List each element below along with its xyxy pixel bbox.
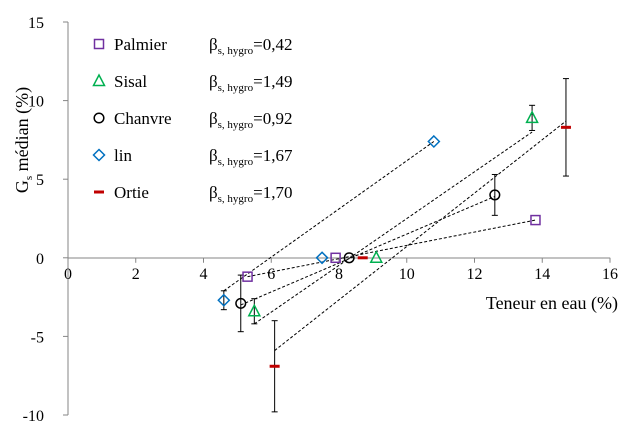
x-tick-label: 4	[200, 266, 208, 283]
legend-label-chanvre: Chanvre	[114, 109, 172, 128]
marker-lin	[217, 293, 231, 307]
legend-marker-lin	[92, 148, 106, 162]
legend-marker-sisal	[92, 73, 106, 87]
fit-line-ortie	[274, 120, 567, 351]
legend-label-sisal: Sisal	[114, 72, 147, 91]
legend-item-lin: lin βs, hygro=1,67	[92, 146, 293, 168]
marker-lin	[315, 251, 329, 265]
legend-label-palmier: Palmier	[114, 35, 167, 54]
fit-line-palmier	[247, 219, 536, 278]
y-tick-label: 5	[36, 172, 44, 189]
legend-item-ortie: Ortie βs, hygro=1,70	[94, 183, 292, 205]
marker-palmier	[530, 214, 541, 226]
legend-beta-lin: βs, hygro=1,67	[209, 146, 293, 168]
x-tick-label: 2	[132, 266, 140, 283]
legend-label-lin: lin	[114, 146, 132, 165]
marker-sisal	[369, 250, 384, 264]
markers	[217, 110, 571, 368]
legend-beta-chanvre: βs, hygro=0,92	[209, 109, 292, 131]
error-bars	[220, 78, 569, 413]
y-tick-label: 0	[36, 251, 44, 268]
fit-line-sisal	[254, 131, 533, 325]
legend-beta-ortie: βs, hygro=1,70	[209, 183, 292, 205]
fit-line-chanvre	[240, 196, 496, 306]
marker-palmier	[330, 252, 341, 264]
y-tick-label: 15	[28, 15, 44, 32]
marker-sisal	[525, 110, 539, 124]
legend-item-palmier: Palmier βs, hygro=0,42	[93, 35, 292, 57]
x-tick-label: 10	[399, 266, 415, 283]
x-tick-label: 12	[467, 266, 483, 283]
legend-beta-palmier: βs, hygro=0,42	[209, 35, 292, 57]
x-tick-label: 8	[335, 266, 343, 283]
y-tick-label: 10	[28, 94, 44, 111]
y-tick-label: -10	[23, 408, 44, 423]
plot-area: -10 -5 0 5 10 15 0 2 4 6 8 10 12 14 16	[23, 15, 618, 423]
marker-chanvre	[489, 189, 501, 201]
legend-item-chanvre: Chanvre βs, hygro=0,92	[93, 109, 292, 131]
marker-palmier	[242, 271, 253, 282]
marker-lin	[427, 134, 441, 149]
y-tick-label: -5	[31, 329, 44, 346]
legend-marker-chanvre	[93, 112, 105, 124]
y-ticks: -10 -5 0 5 10 15	[23, 15, 68, 423]
y-axis-label: Gs médian (%)	[12, 87, 35, 193]
x-axis-label: Teneur en eau (%)	[486, 293, 618, 314]
x-ticks: 0 2 4 6 8 10 12 14 16	[64, 257, 618, 283]
x-tick-label: 16	[602, 266, 618, 283]
fit-line-lin	[223, 141, 435, 292]
marker-chanvre	[343, 252, 355, 264]
legend-item-sisal: Sisal βs, hygro=1,49	[92, 72, 292, 94]
legend: Palmier βs, hygro=0,42 Sisal βs, hygro=1,49…	[92, 35, 293, 205]
legend-beta-sisal: βs, hygro=1,49	[209, 72, 292, 94]
fit-lines	[223, 120, 567, 351]
x-tick-label: 6	[267, 266, 275, 283]
x-tick-label: 0	[64, 266, 72, 283]
marker-chanvre	[235, 297, 247, 309]
legend-label-ortie: Ortie	[114, 183, 149, 202]
legend-marker-palmier	[93, 38, 105, 50]
marker-sisal	[247, 303, 262, 317]
x-tick-label: 14	[534, 266, 550, 283]
